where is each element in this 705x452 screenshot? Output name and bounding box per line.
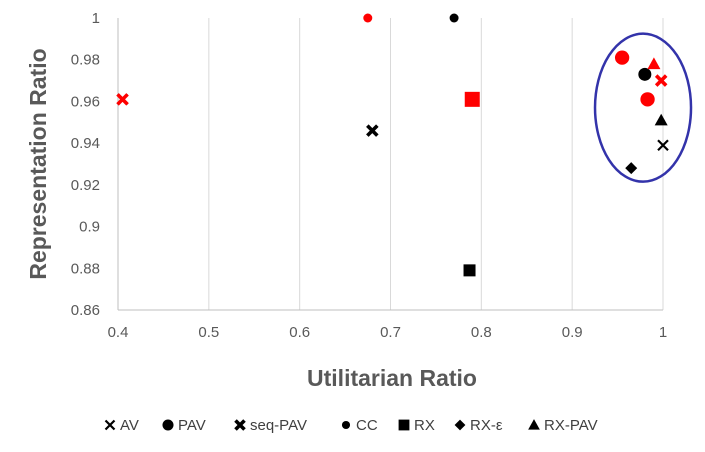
legend-item-cc: CC — [341, 417, 378, 434]
legend-item-rx-pav: RX-PAV — [528, 417, 598, 434]
highlighted-point — [654, 74, 668, 87]
legend-marker — [341, 420, 351, 430]
data-point-rx — [463, 264, 476, 277]
highlighted-point — [614, 50, 630, 65]
data-point-pav — [638, 67, 652, 81]
highlighted-point — [116, 93, 129, 106]
highlighted-point — [640, 92, 655, 107]
y-tick-label: 0.9 — [79, 219, 100, 236]
data-point-cc — [449, 13, 459, 23]
y-tick-label: 0.88 — [71, 260, 100, 277]
y-tick-label: 0.94 — [71, 135, 100, 152]
data-point-rx-pav — [654, 113, 668, 126]
legend-marker — [528, 419, 540, 430]
legend-label: RX-ε — [470, 417, 503, 434]
y-tick-labels: 0.86 0.88 0.9 0.92 0.94 0.96 0.98 1 — [71, 10, 100, 319]
y-tick-label: 0.86 — [71, 302, 100, 319]
x-tick-label: 0.9 — [562, 324, 583, 341]
highlight-ellipse — [593, 32, 693, 183]
highlighted-point — [647, 57, 661, 70]
legend-label: AV — [120, 417, 139, 434]
chart-legend: AV PAV seq-PAV CC RX RX-ε RX-PAV — [104, 417, 598, 434]
highlight-annotation — [593, 32, 693, 183]
highlighted-point — [464, 91, 480, 107]
legend-marker — [398, 419, 410, 431]
chart-axes — [117, 18, 663, 311]
legend-label: CC — [356, 417, 378, 434]
y-axis-title: Representation Ratio — [25, 48, 51, 279]
y-tick-label: 0.96 — [71, 93, 100, 110]
highlighted-point — [363, 13, 373, 23]
x-tick-labels: 0.4 0.5 0.6 0.7 0.8 0.9 1 — [108, 324, 668, 341]
data-point-rx- — [625, 162, 638, 175]
chart-gridlines — [208, 18, 664, 310]
legend-label: seq-PAV — [250, 417, 307, 434]
legend-label: RX — [414, 417, 435, 434]
data-points — [116, 13, 669, 277]
x-tick-label: 1 — [659, 324, 667, 341]
legend-label: PAV — [178, 417, 206, 434]
legend-item-av: AV — [104, 417, 139, 434]
legend-item-pav: PAV — [162, 417, 206, 434]
legend-item-seq-pav: seq-PAV — [234, 417, 307, 434]
y-tick-label: 1 — [92, 10, 100, 27]
y-tick-label: 0.92 — [71, 177, 100, 194]
x-axis-title: Utilitarian Ratio — [307, 365, 477, 391]
legend-marker — [454, 419, 466, 431]
x-tick-label: 0.8 — [471, 324, 492, 341]
legend-item-rx-: RX-ε — [454, 417, 503, 434]
x-tick-label: 0.4 — [108, 324, 129, 341]
x-tick-label: 0.6 — [289, 324, 310, 341]
legend-marker — [104, 419, 116, 431]
legend-marker — [162, 419, 174, 431]
x-tick-label: 0.5 — [198, 324, 219, 341]
legend-label: RX-PAV — [544, 417, 598, 434]
data-point-seq-pav — [366, 124, 379, 137]
legend-item-rx: RX — [398, 417, 435, 434]
data-point-av — [657, 139, 669, 152]
x-tick-label: 0.7 — [380, 324, 401, 341]
legend-marker — [234, 419, 246, 431]
y-tick-label: 0.98 — [71, 52, 100, 69]
